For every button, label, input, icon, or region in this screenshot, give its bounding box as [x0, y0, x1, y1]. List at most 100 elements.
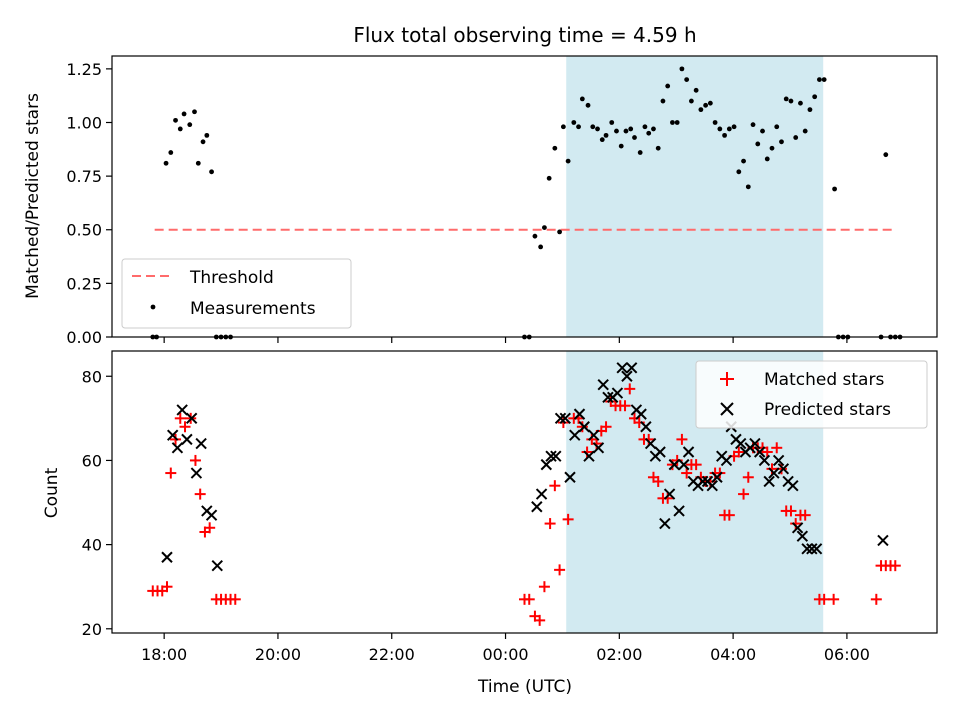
- matched-star-marker: [761, 446, 773, 458]
- chart-title: Flux total observing time = 4.59 h: [353, 23, 696, 47]
- measurement-point: [779, 139, 784, 145]
- matched-star-marker: [229, 593, 241, 605]
- measurement-point: [565, 158, 571, 164]
- bottom-y-tick-label: 60: [82, 451, 102, 470]
- matched-star-marker: [785, 505, 797, 517]
- predicted-star-marker: [758, 454, 771, 467]
- measurement-point: [646, 130, 652, 136]
- measurement-point: [817, 77, 822, 82]
- predicted-star-marker: [205, 509, 218, 521]
- matched-star-marker: [818, 593, 830, 605]
- measurement-point: [793, 135, 799, 140]
- measurement-point: [614, 128, 619, 134]
- measurement-point: [832, 186, 837, 192]
- measurement-point: [632, 135, 637, 140]
- matched-star-marker: [870, 593, 882, 605]
- legend-predicted-swatch: [720, 402, 734, 416]
- predicted-star-marker: [682, 446, 695, 458]
- predicted-star-marker: [573, 408, 586, 420]
- measurement-point: [750, 122, 756, 128]
- matched-star-marker: [576, 421, 588, 433]
- predicted-star-marker: [749, 437, 761, 450]
- measurement-point: [821, 77, 827, 82]
- matched-star-marker: [179, 421, 191, 433]
- predicted-star-marker: [554, 412, 567, 425]
- predicted-star-marker: [211, 559, 223, 572]
- predicted-star-marker: [801, 543, 813, 555]
- matched-star-marker: [619, 400, 631, 412]
- predicted-star-marker: [545, 450, 557, 462]
- measurement-point: [628, 126, 634, 132]
- predicted-star-marker: [597, 378, 609, 391]
- predicted-star-marker: [195, 437, 207, 450]
- predicted-star-marker: [663, 488, 676, 500]
- matched-star-marker: [799, 509, 811, 521]
- predicted-star-marker: [787, 479, 799, 492]
- measurement-point: [163, 160, 169, 166]
- top-legend: Threshold Measurements: [121, 258, 352, 329]
- measurement-points: [150, 66, 903, 340]
- predicted-star-marker: [659, 517, 671, 530]
- matched-star-marker: [549, 480, 561, 492]
- predicted-star-marker: [592, 442, 605, 454]
- measurement-point: [576, 124, 581, 130]
- predicted-star-marker: [621, 370, 633, 382]
- matched-star-marker: [538, 581, 550, 593]
- predicted-star-marker: [640, 421, 652, 433]
- measurement-point: [812, 94, 818, 100]
- measurement-point: [712, 120, 718, 125]
- measurement-point: [560, 124, 566, 130]
- predicted-star-marker: [753, 446, 766, 458]
- x-tick-label: 22:00: [369, 645, 415, 664]
- measurement-point: [665, 83, 671, 89]
- legend-matched-swatch: [720, 372, 734, 386]
- measurement-point: [688, 98, 694, 104]
- matched-star-marker: [523, 593, 535, 605]
- predicted-star-marker: [569, 429, 581, 441]
- measurement-point: [181, 111, 187, 117]
- measurement-point: [590, 124, 596, 130]
- matched-star-marker: [690, 459, 702, 471]
- measurement-point: [693, 87, 699, 93]
- matched-star-marker: [733, 446, 745, 458]
- matched-star-marker: [742, 471, 754, 483]
- measurement-point: [722, 132, 727, 138]
- predicted-star-marker: [734, 437, 747, 450]
- predicted-star-marker: [720, 454, 733, 467]
- predicted-star-marker: [166, 429, 179, 441]
- predicted-star-marker: [625, 362, 638, 374]
- predicted-star-marker: [564, 471, 576, 483]
- predicted-star-marker: [697, 475, 709, 488]
- measurement-point: [618, 143, 624, 149]
- measurement-point: [788, 98, 794, 104]
- measurement-point: [532, 233, 538, 239]
- x-tick-label: 06:00: [824, 645, 870, 664]
- predicted-star-marker: [668, 458, 681, 471]
- observing-window-shade: [566, 56, 824, 337]
- measurement-point: [552, 145, 558, 151]
- measurement-point: [542, 225, 547, 231]
- matched-star-marker: [652, 475, 664, 487]
- matched-star-marker: [723, 509, 735, 521]
- top-legend-box: [121, 258, 352, 329]
- predicted-star-marker: [791, 522, 804, 534]
- measurement-point: [769, 145, 775, 151]
- measurement-point: [173, 117, 178, 123]
- matched-star-marker: [161, 581, 173, 593]
- measurement-point: [684, 77, 690, 82]
- measurement-point: [679, 66, 685, 72]
- measurement-point: [187, 122, 193, 128]
- bottom-x-ticks: 18:00 20:00 22:00 00:00 02:00 04:00 06:00: [141, 633, 870, 664]
- predicted-star-marker: [181, 433, 193, 446]
- top-plot-frame: [111, 55, 938, 338]
- predicted-star-marker: [535, 488, 548, 500]
- predicted-star-marker: [583, 450, 595, 462]
- measurement-point: [209, 169, 214, 175]
- bottom-plot-frame: [111, 350, 938, 634]
- predicted-star-marker: [176, 404, 188, 416]
- matched-star-marker: [194, 488, 206, 500]
- measurement-point: [204, 132, 210, 138]
- legend-measurement-label: Measurements: [190, 299, 316, 319]
- predicted-star-marker: [185, 412, 198, 425]
- top-y-ticks: 0.00 0.25 0.50 0.75 1.00 1.25: [66, 60, 112, 347]
